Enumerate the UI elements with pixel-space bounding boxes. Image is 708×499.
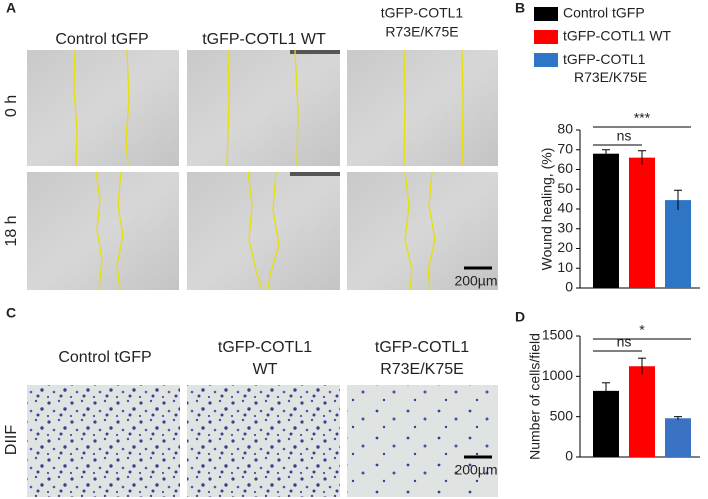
y-tick-label: 500 bbox=[550, 407, 574, 423]
wound-edge bbox=[125, 49, 130, 167]
micrograph bbox=[187, 50, 340, 166]
wound-edge bbox=[247, 171, 263, 291]
bar bbox=[665, 418, 691, 457]
y-tick-label: 80 bbox=[557, 121, 573, 137]
panel-label: A bbox=[6, 0, 16, 16]
wound-edge bbox=[404, 171, 413, 291]
wound-edge bbox=[294, 49, 299, 167]
y-tick-label: 1500 bbox=[542, 327, 573, 343]
bar bbox=[593, 153, 619, 288]
y-tick-label: 40 bbox=[557, 200, 573, 216]
bar bbox=[665, 200, 691, 288]
y-tick-label: 0 bbox=[565, 279, 573, 295]
y-tick-label: 30 bbox=[557, 219, 573, 235]
row-label: 18 h bbox=[3, 215, 20, 246]
panel-label: C bbox=[6, 305, 16, 321]
y-tick-label: 10 bbox=[557, 259, 573, 275]
column-header: Control tGFP bbox=[55, 31, 148, 48]
wound-edge bbox=[427, 171, 436, 291]
wound-edge bbox=[461, 49, 464, 167]
column-header: tGFP-COTL1 bbox=[375, 339, 469, 356]
panel-label: D bbox=[515, 309, 525, 325]
micrograph bbox=[347, 172, 498, 290]
legend-swatch bbox=[534, 30, 558, 44]
y-tick-label: 70 bbox=[557, 140, 573, 156]
scale-bar-label: 200µm bbox=[454, 462, 497, 478]
wound-edge bbox=[73, 49, 78, 167]
legend-label: Control tGFP bbox=[563, 5, 645, 21]
legend-swatch bbox=[534, 53, 558, 67]
legend-label: tGFP-COTL1 WT bbox=[563, 28, 672, 44]
y-tick-label: 0 bbox=[565, 448, 573, 464]
scale-bar-label: 200µm bbox=[454, 273, 497, 289]
column-header: R73E/K75E bbox=[380, 361, 464, 378]
column-header: WT bbox=[253, 361, 278, 378]
image-edge bbox=[290, 172, 340, 176]
column-header: tGFP-COTL1 WT bbox=[202, 31, 326, 48]
row-label: 0 h bbox=[3, 95, 20, 117]
panel-label: B bbox=[515, 0, 525, 16]
bar bbox=[629, 366, 655, 457]
micrograph bbox=[27, 385, 180, 497]
y-tick-label: 50 bbox=[557, 180, 573, 196]
legend-swatch bbox=[534, 7, 558, 21]
micrograph bbox=[187, 385, 340, 497]
significance-label: * bbox=[639, 322, 645, 338]
micrograph bbox=[27, 50, 179, 166]
wound-edge bbox=[95, 171, 103, 291]
micrograph bbox=[347, 50, 498, 166]
wound-edge bbox=[116, 171, 124, 291]
wound-edge bbox=[267, 171, 280, 291]
y-tick-label: 60 bbox=[557, 160, 573, 176]
micrographs: 200µm bbox=[27, 49, 498, 291]
y-tick-label: 1000 bbox=[542, 367, 573, 383]
y-tick-label: 20 bbox=[557, 239, 573, 255]
y-axis-label: Number of cells/field bbox=[527, 333, 543, 460]
bar bbox=[593, 390, 619, 457]
significance-label: *** bbox=[634, 110, 651, 126]
column-header: tGFP-COTL1 bbox=[218, 339, 312, 356]
legend-label: tGFP-COTL1 R73E/K75E bbox=[563, 51, 647, 85]
row-label: DIIF bbox=[3, 425, 20, 455]
significance-label: ns bbox=[617, 128, 632, 144]
wound-edge bbox=[226, 49, 230, 167]
micrograph bbox=[347, 385, 498, 497]
bar bbox=[629, 157, 655, 288]
y-axis-label: Wound healing, (%) bbox=[539, 148, 555, 271]
significance-label: ns bbox=[617, 334, 632, 350]
wound-edge bbox=[403, 49, 406, 167]
column-header: R73E/K75E bbox=[385, 24, 458, 40]
micrograph bbox=[187, 172, 340, 290]
micrograph bbox=[27, 172, 179, 290]
image-edge bbox=[290, 50, 340, 54]
column-header: Control tGFP bbox=[58, 349, 151, 366]
column-header: tGFP-COTL1 bbox=[381, 5, 464, 21]
